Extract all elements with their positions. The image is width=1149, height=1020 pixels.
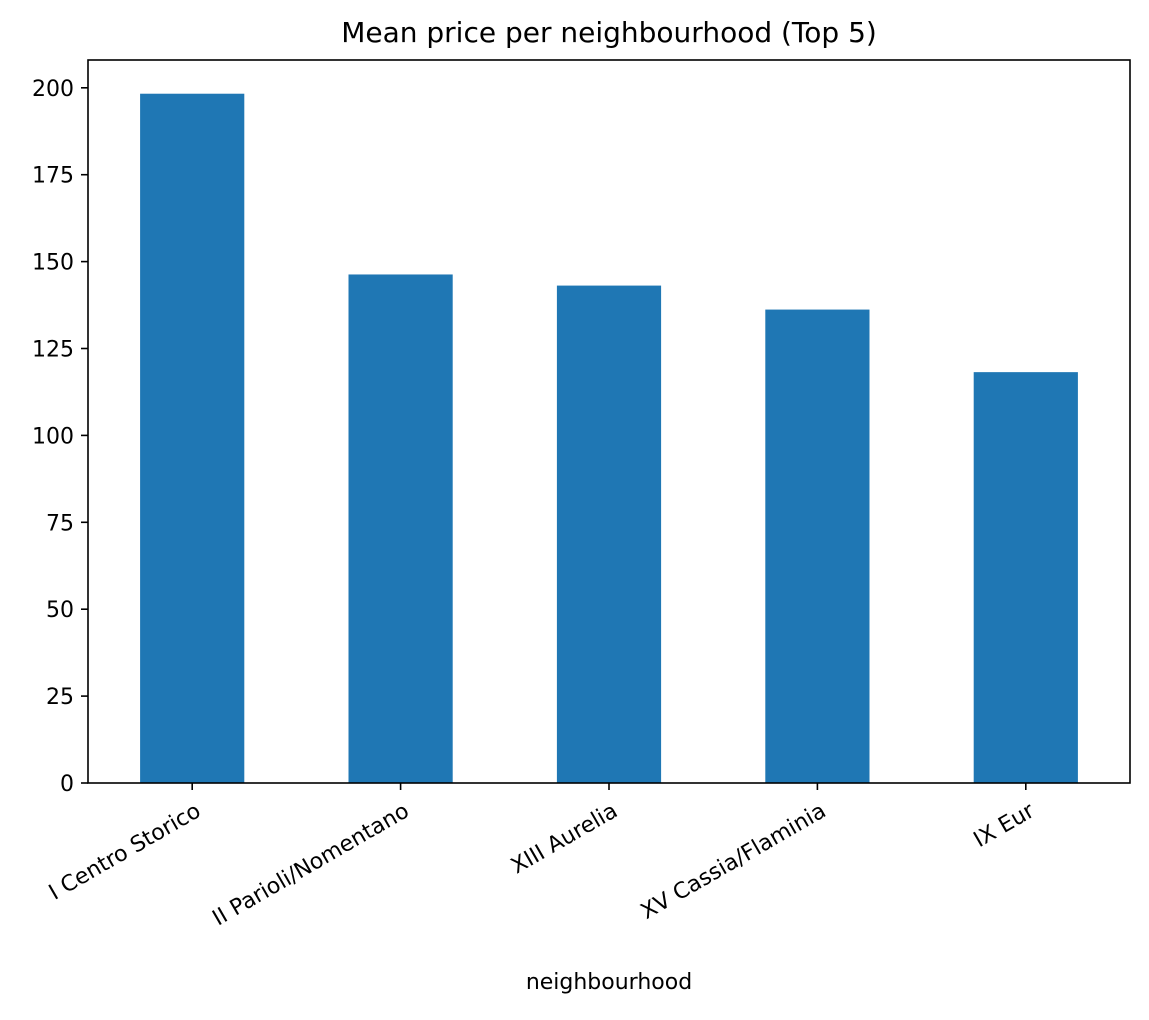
bars-group — [140, 93, 1078, 784]
x-axis-label: neighbourhood — [526, 970, 692, 995]
y-tick-label: 75 — [46, 511, 74, 536]
y-tick-label: 200 — [32, 77, 74, 102]
x-tick-label: I Centro Storico — [45, 799, 205, 906]
y-tick-label: 100 — [32, 424, 74, 449]
y-axis: 0 25 50 75 100 125 150 175 200 — [32, 77, 88, 797]
chart-title: Mean price per neighbourhood (Top 5) — [341, 16, 877, 49]
bar — [348, 274, 453, 783]
x-tick-label: IX Eur — [970, 798, 1040, 853]
x-tick-label: XV Cassia/Flaminia — [637, 799, 831, 925]
y-tick-label: 25 — [46, 685, 74, 710]
bar — [765, 309, 870, 783]
y-tick-label: 50 — [46, 598, 74, 623]
bar — [556, 285, 662, 783]
y-tick-label: 0 — [60, 772, 74, 797]
x-tick-label: II Parioli/Nomentano — [209, 799, 414, 932]
x-axis: I Centro Storico II Parioli/Nomentano XIII… — [45, 783, 1040, 931]
bar — [973, 372, 1078, 783]
y-tick-label: 150 — [32, 251, 74, 276]
plot-frame — [87, 59, 1131, 784]
bar — [140, 93, 245, 784]
y-tick-label: 125 — [32, 338, 74, 363]
x-tick-label: XIII Aurelia — [507, 799, 622, 880]
y-tick-label: 175 — [32, 164, 74, 189]
